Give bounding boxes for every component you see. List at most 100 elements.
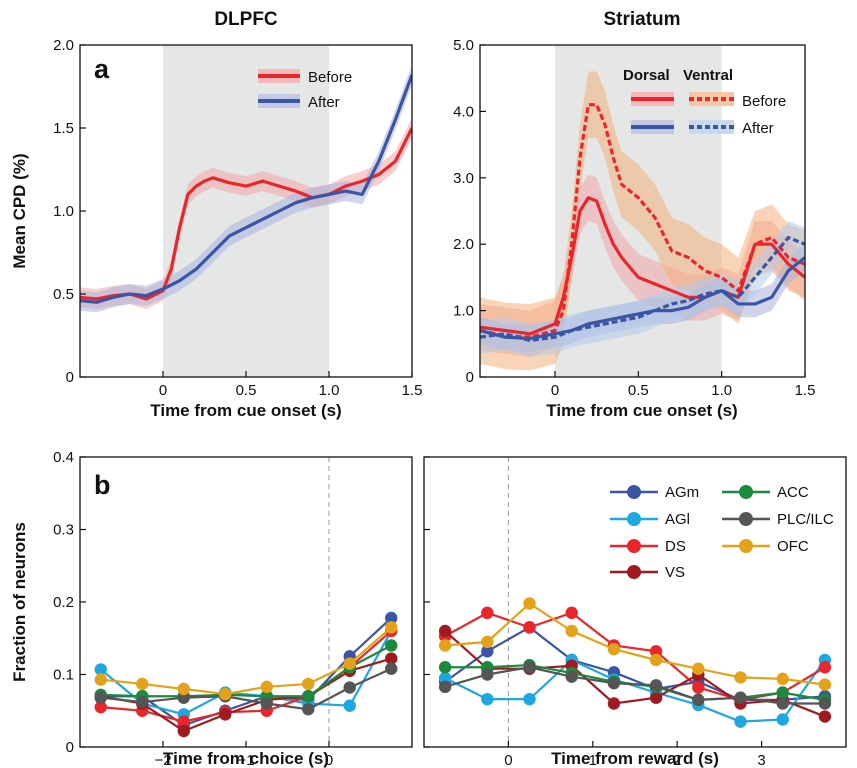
striatum-title: Striatum bbox=[603, 9, 680, 30]
choice-ofc-point bbox=[94, 673, 107, 686]
reward-agl-point bbox=[776, 713, 789, 726]
striatum-ytick-label: 0 bbox=[466, 369, 474, 386]
reward-plc-ilc-point bbox=[818, 697, 832, 710]
reward-agl-point bbox=[734, 715, 747, 728]
legend-agl-swatch-marker bbox=[627, 512, 641, 526]
striatum-ventral-before-line bbox=[480, 103, 805, 339]
dlpfc-xtick-label: 0.5 bbox=[236, 382, 257, 399]
choice-ofc-point bbox=[343, 657, 356, 670]
dlpfc-xtick-label: 0 bbox=[159, 382, 167, 399]
choice-agm-point bbox=[385, 611, 398, 625]
dlpfc-ytick-label: 2.0 bbox=[53, 37, 74, 54]
choice-plc-ilc-line bbox=[100, 667, 392, 711]
choice-ytick-label: 0.1 bbox=[53, 667, 74, 684]
choice-plc-ilc-point bbox=[302, 703, 315, 716]
reward-agm-point bbox=[481, 645, 494, 658]
reward-ofc-point bbox=[818, 678, 832, 691]
reward-ds-point bbox=[818, 661, 832, 674]
striatum-xtick-label: 0 bbox=[551, 382, 559, 399]
panel-label-a: a bbox=[94, 54, 110, 84]
reward-ds-point bbox=[649, 645, 663, 658]
choice-plc-ilc-point bbox=[177, 691, 190, 704]
choice-agl-point bbox=[94, 663, 107, 676]
choice-ofc-line bbox=[100, 626, 392, 696]
striatum-chart: 0 0.5 1.0 1.5 0 1.0 2.0 3.0 4.0 5.0 Striatum Time… bbox=[453, 9, 815, 420]
choice-ofc-point bbox=[219, 687, 232, 701]
striatum-ytick-label: 2.0 bbox=[453, 236, 474, 253]
striatum-xtick-label: 1.5 bbox=[795, 382, 816, 399]
striatum-axis-ticks: 0 0.5 1.0 1.5 0 1.0 2.0 3.0 4.0 5.0 bbox=[453, 37, 815, 399]
dlpfc-legend: Before After bbox=[258, 69, 352, 111]
legend-agl-label: AGl bbox=[665, 511, 690, 528]
legend-plc-ilc-swatch-marker bbox=[739, 512, 753, 526]
legend-ventral-before-band bbox=[689, 92, 734, 106]
dlpfc-after-error-band bbox=[80, 64, 412, 313]
choice-x-axis-label: Time from choice (s) bbox=[163, 749, 329, 768]
choice-agl-point bbox=[343, 699, 356, 712]
legend-acc-label: ACC bbox=[777, 484, 809, 501]
panel-label-b: b bbox=[94, 470, 111, 500]
reward-plc-ilc-point bbox=[438, 680, 452, 694]
reward-vs-point bbox=[649, 691, 663, 704]
dlpfc-series-group bbox=[80, 64, 412, 313]
choice-plc-ilc-point bbox=[385, 662, 398, 675]
striatum-ytick-label: 1.0 bbox=[453, 303, 474, 320]
legend-acc-swatch-marker bbox=[739, 485, 753, 499]
choice-vs-line bbox=[100, 657, 392, 733]
reward-xtick-label: 3 bbox=[757, 752, 765, 768]
choice-ofc-point bbox=[177, 682, 190, 696]
choice-ofc-point bbox=[136, 677, 149, 691]
choice-ofc-point bbox=[260, 680, 273, 694]
choice-ds-point bbox=[177, 715, 190, 728]
dlpfc-x-axis-label: Time from cue onset (s) bbox=[150, 401, 341, 420]
choice-plc-ilc-point bbox=[343, 681, 356, 694]
choice-xtick-label: −2 bbox=[154, 752, 171, 768]
reward-ofc-point bbox=[649, 653, 663, 667]
choice-plc-ilc-point bbox=[94, 691, 107, 704]
legend-after-label: After bbox=[308, 94, 340, 111]
choice-acc-point bbox=[302, 690, 315, 703]
choice-ds-point bbox=[94, 700, 107, 714]
reward-acc-point bbox=[776, 686, 789, 699]
reward-ofc-point bbox=[607, 642, 621, 656]
striatum-ytick-label: 4.0 bbox=[453, 103, 474, 120]
legend-ds-label: DS bbox=[665, 538, 686, 555]
reward-ds-point bbox=[692, 681, 705, 694]
reward-ofc-point bbox=[734, 671, 747, 684]
legend-ofc-label: OFC bbox=[777, 538, 809, 555]
reward-plc-ilc-point bbox=[649, 679, 663, 692]
reward-acc-point bbox=[438, 661, 452, 674]
reward-agl-point bbox=[481, 692, 494, 706]
reward-plc-ilc-point bbox=[692, 693, 705, 707]
legend-ofc-swatch-marker bbox=[739, 539, 753, 553]
striatum-xtick-label: 0.5 bbox=[628, 382, 649, 399]
legend-ds-swatch-marker bbox=[627, 539, 641, 553]
striatum-ytick-label: 3.0 bbox=[453, 170, 474, 187]
reward-ofc-line bbox=[445, 602, 826, 686]
choice-vs-point bbox=[385, 652, 398, 665]
reward-agl-line bbox=[444, 658, 826, 723]
dlpfc-cue-window-shading bbox=[163, 45, 329, 377]
reward-ofc-point bbox=[481, 635, 494, 649]
striatum-legend: Dorsal Ventral Before After bbox=[623, 67, 786, 137]
choice-xtick-label: 0 bbox=[325, 752, 333, 768]
legend-plc-ilc-label: PLC/ILC bbox=[777, 511, 834, 528]
choice-chart: −2 −1 0 0 0.1 0.2 0.3 0.4 b Time from choice (s… bbox=[10, 449, 413, 768]
reward-plc-ilc-point bbox=[565, 670, 578, 683]
dlpfc-ytick-label: 0.5 bbox=[53, 286, 74, 303]
reward-ofc-point bbox=[438, 639, 452, 652]
dlpfc-after-line bbox=[80, 74, 412, 304]
reward-xtick-label: 2 bbox=[673, 752, 681, 768]
reward-xtick-label: 0 bbox=[504, 752, 512, 768]
legend-vs-label: VS bbox=[665, 564, 685, 581]
legend-ventral-after-band bbox=[689, 120, 734, 134]
reward-vs-point bbox=[818, 710, 832, 723]
reward-ofc-point bbox=[776, 672, 789, 686]
choice-plc-ilc-point bbox=[136, 695, 149, 709]
choice-ofc-point bbox=[385, 621, 398, 634]
reward-vs-point bbox=[607, 697, 621, 710]
dlpfc-title: DLPFC bbox=[214, 9, 278, 30]
choice-plc-ilc-point bbox=[260, 697, 273, 710]
choice-vs-point bbox=[177, 724, 190, 738]
choice-y-axis-label: Fraction of neurons bbox=[10, 522, 29, 682]
